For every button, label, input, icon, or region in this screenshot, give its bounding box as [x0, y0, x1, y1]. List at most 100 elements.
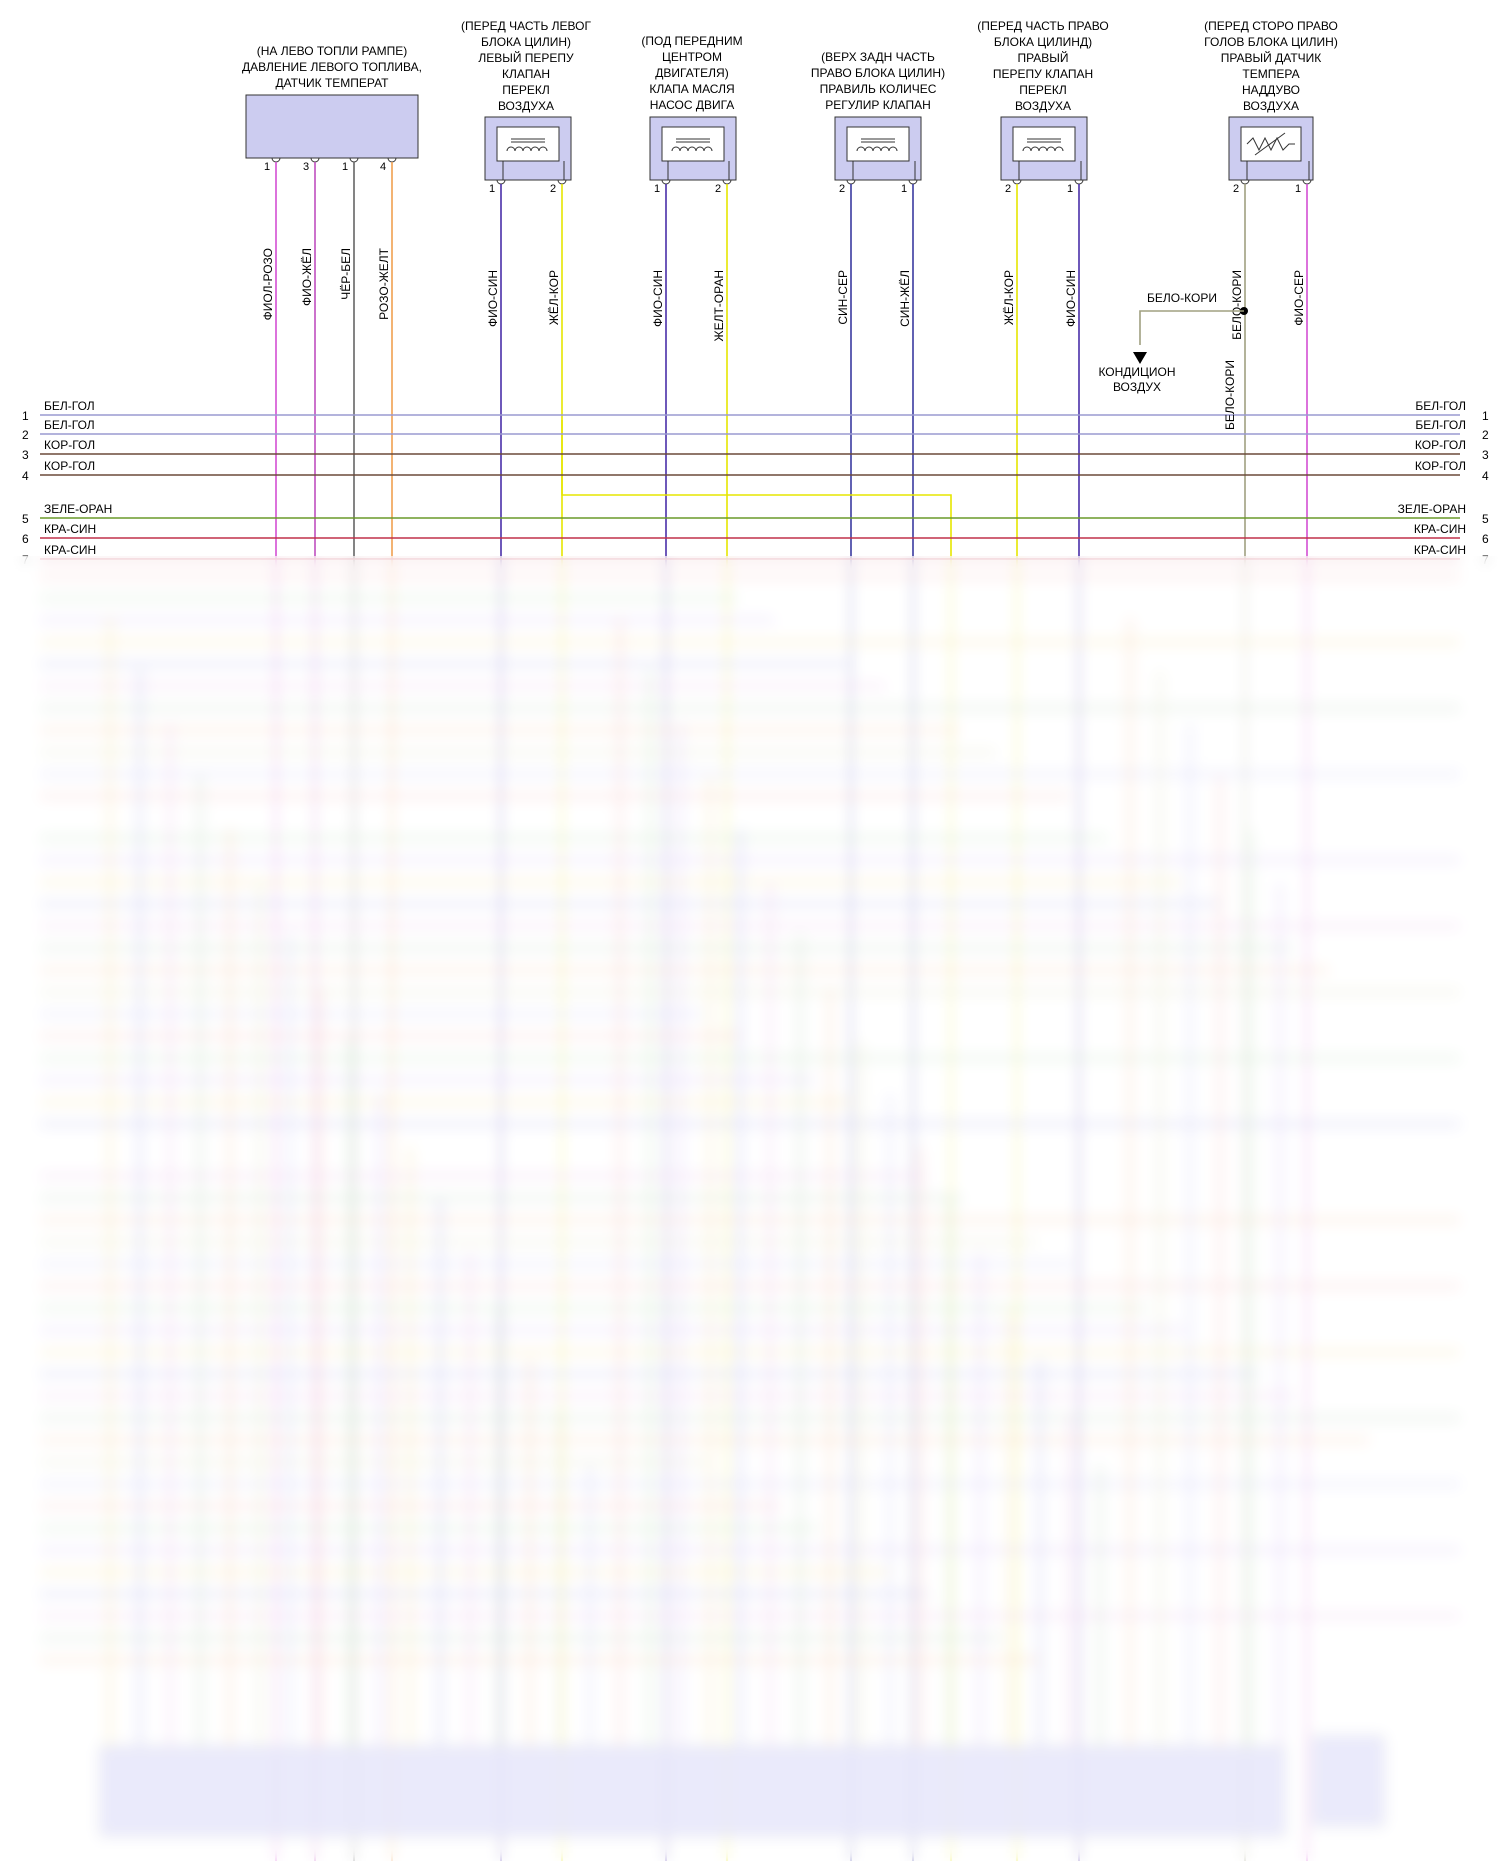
thermistor-icon: [1246, 136, 1295, 152]
bus-label-right: БЕЛ-ГОЛ: [1415, 399, 1466, 413]
sensor-inner: [1240, 126, 1302, 162]
bus-line-6: 6 6 КРА-СИН КРА-СИН: [22, 522, 1489, 546]
coil-icon: [671, 146, 713, 152]
wire-color-label: ФИО-СЕР: [1292, 270, 1306, 326]
pin-socket-icon: [1302, 179, 1312, 185]
components-group: (НА ЛЕВО ТОПЛИ РАМПЕ) ДАВЛЕНИЕ ЛЕВОГО ТОП…: [242, 19, 1338, 342]
pin-socket-icon: [1012, 179, 1022, 185]
pin-number: 1: [489, 183, 495, 195]
solenoid-inner: [661, 126, 725, 162]
bus-number-right: 4: [1482, 469, 1489, 483]
component-title-line: ПРАВИЛЬ КОЛИЧЕС: [820, 82, 937, 96]
component-fuel: (НА ЛЕВО ТОПЛИ РАМПЕ) ДАВЛЕНИЕ ЛЕВОГО ТОП…: [242, 44, 422, 320]
component-lsolenoid: (ПЕРЕД ЧАСТЬ ЛЕВОГ БЛОКА ЦИЛИН)ЛЕВЫЙ ПЕРЕ…: [461, 19, 591, 327]
pin-number: 1: [342, 161, 348, 173]
bus-number-right: 5: [1482, 512, 1489, 526]
component-title-line: (НА ЛЕВО ТОПЛИ РАМПЕ): [257, 44, 408, 58]
bus-label-left: ЗЕЛЕ-ОРАН: [44, 502, 112, 516]
component-title-line: КЛАПАН: [502, 67, 550, 81]
component-title-line: ЦЕНТРОМ: [662, 50, 722, 64]
component-title-line: ПЕРЕКЛ: [502, 83, 550, 97]
wire-color-label: ЖЁЛ-КОР: [1002, 270, 1016, 325]
pin-socket-icon: [271, 157, 281, 163]
thermistor-arrow: [1254, 132, 1286, 156]
component-title-line: ДАВЛЕНИЕ ЛЕВОГО ТОПЛИВА,: [242, 60, 422, 74]
pin-socket-icon: [661, 179, 671, 185]
pin-number: 3: [303, 161, 309, 173]
bus-number-right: 2: [1482, 428, 1489, 442]
wire-color-label: ФИО-СИН: [486, 270, 500, 327]
wire-color-label: СИН-СЕР: [836, 270, 850, 325]
pin-number: 4: [380, 161, 386, 173]
component-title-line: ПРАВО БЛОКА ЦИЛИН): [811, 66, 945, 80]
bus-number-left: 3: [22, 448, 29, 462]
pin-socket-icon: [557, 179, 567, 185]
pin-number: 2: [839, 183, 845, 195]
bus-label-right: БЕЛ-ГОЛ: [1415, 418, 1466, 432]
bus-label-left: КОР-ГОЛ: [44, 438, 95, 452]
pin-number: 1: [264, 161, 270, 173]
bus-line-2: 2 2 БЕЛ-ГОЛ БЕЛ-ГОЛ: [22, 418, 1489, 442]
wire-color-label: БЕЛО-КОРИ: [1230, 270, 1244, 340]
pin-socket-icon: [349, 157, 359, 163]
bus-label-left: КОР-ГОЛ: [44, 459, 95, 473]
bus-label-left: БЕЛ-ГОЛ: [44, 399, 95, 413]
pin-socket-icon: [1240, 179, 1250, 185]
bus-number-left: 2: [22, 428, 29, 442]
wire-color-label: ФИО-СИН: [651, 270, 665, 327]
pin-number: 1: [901, 183, 907, 195]
coil-icon: [1022, 146, 1064, 152]
bus-line-4: 4 4 КОР-ГОЛ КОР-ГОЛ: [22, 459, 1489, 483]
bus-number-left: 1: [22, 409, 29, 423]
bus-label-right: ЗЕЛЕ-ОРАН: [1398, 502, 1466, 516]
bus-label-left: КРА-СИН: [44, 543, 96, 557]
pin-number: 2: [550, 183, 556, 195]
component-title-line: ДВИГАТЕЛЯ): [655, 66, 728, 80]
component-box: [245, 94, 419, 159]
component-title-line: КЛАПА МАСЛЯ: [649, 82, 734, 96]
component-title-line: РЕГУЛИР КЛАПАН: [825, 98, 931, 112]
wire-color-label: РОЗО-ЖЕЛТ: [377, 247, 391, 319]
pin-socket-icon: [387, 157, 397, 163]
pin-socket-icon: [310, 157, 320, 163]
wire-color-label: СИН-ЖЁЛ: [898, 270, 912, 327]
component-title-line: ВОЗДУХА: [1015, 99, 1071, 113]
bus-label-right: КОР-ГОЛ: [1415, 438, 1466, 452]
component-title-line: НАСОС ДВИГА: [650, 98, 735, 112]
component-title-line: (ВЕРХ ЗАДН ЧАСТЬ: [821, 50, 935, 64]
component-title-line: (ПЕРЕД ЧАСТЬ ПРАВО: [977, 19, 1108, 33]
pin-socket-icon: [846, 179, 856, 185]
bus-label-right: КОР-ГОЛ: [1415, 459, 1466, 473]
ac-lower-wire-label: БЕЛО-КОРИ: [1223, 360, 1237, 430]
pin-number: 2: [1005, 183, 1011, 195]
bus-label-right: КРА-СИН: [1414, 543, 1466, 557]
bus-number-left: 5: [22, 512, 29, 526]
pin-socket-icon: [908, 179, 918, 185]
bus-line-3: 3 3 КОР-ГОЛ КОР-ГОЛ: [22, 438, 1489, 462]
bus-label-right: КРА-СИН: [1414, 522, 1466, 536]
wire-color-label: ЖЁЛ-КОР: [547, 270, 561, 325]
solenoid-inner: [496, 126, 560, 162]
bus-line-5: 5 5 ЗЕЛЕ-ОРАН ЗЕЛЕ-ОРАН: [22, 502, 1489, 526]
component-title-line: ВОЗДУХА: [498, 99, 554, 113]
solenoid-inner: [1012, 126, 1076, 162]
component-title-line: БЛОКА ЦИЛИН): [481, 35, 571, 49]
component-title-line: ГОЛОВ БЛОКА ЦИЛИН): [1204, 35, 1338, 49]
component-title-line: (ПЕРЕД ЧАСТЬ ЛЕВОГ: [461, 19, 591, 33]
coil-icon: [506, 146, 548, 152]
pin-number: 1: [1295, 183, 1301, 195]
bus-line-1: 1 1 БЕЛ-ГОЛ БЕЛ-ГОЛ: [22, 399, 1489, 423]
bus-lines-group: 1 1 БЕЛ-ГОЛ БЕЛ-ГОЛ 2 2 БЕЛ-ГОЛ БЕЛ-ГОЛ 3 3 КОР-ГО…: [22, 399, 1489, 567]
component-title-line: ПЕРЕПУ КЛАПАН: [993, 67, 1093, 81]
component-volume: (ВЕРХ ЗАДН ЧАСТЬ ПРАВО БЛОКА ЦИЛИН) ПРАВИЛ…: [811, 50, 945, 327]
bus-label-left: БЕЛ-ГОЛ: [44, 418, 95, 432]
wire-color-label: ФИО-ЖЁЛ: [300, 248, 314, 306]
bus-number-right: 1: [1482, 409, 1489, 423]
pin-number: 1: [654, 183, 660, 195]
pin-socket-icon: [722, 179, 732, 185]
component-title-line: ПЕРЕКЛ: [1019, 83, 1067, 97]
solenoid-inner: [846, 126, 910, 162]
component-title-line: ТЕМПЕРА: [1242, 67, 1299, 81]
ac-branch-label: БЕЛО-КОРИ: [1147, 291, 1217, 305]
bus-number-right: 6: [1482, 532, 1489, 546]
